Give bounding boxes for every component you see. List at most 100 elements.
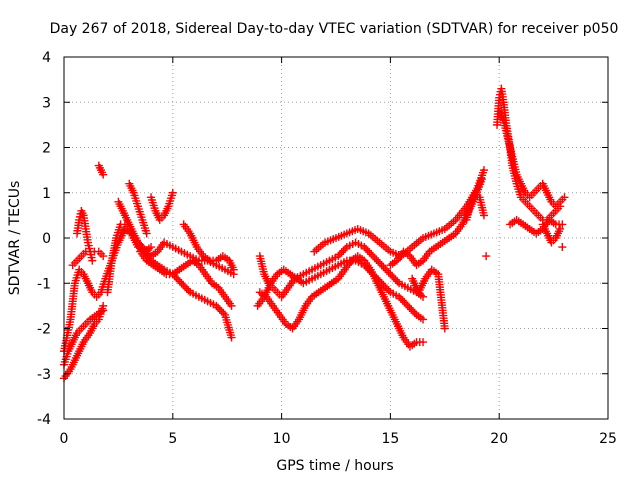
data-point	[403, 301, 412, 310]
data-point	[174, 275, 183, 284]
data-point	[382, 284, 391, 293]
data-point	[339, 246, 348, 255]
y-tick-label: -2	[37, 322, 51, 338]
data-point	[482, 252, 491, 261]
y-tick-label: -4	[37, 412, 51, 428]
data-point	[375, 259, 384, 268]
data-point	[334, 252, 343, 261]
data-point	[362, 244, 371, 253]
data-point	[372, 255, 381, 264]
data-point	[184, 286, 193, 295]
data-point	[381, 264, 390, 273]
data-point	[388, 272, 397, 281]
x-tick-label: 15	[381, 431, 399, 447]
data-point	[407, 305, 416, 314]
series-track-25	[558, 243, 567, 252]
data-point	[391, 275, 400, 284]
data-point	[227, 301, 236, 310]
data-point	[229, 265, 238, 274]
series-track-4	[68, 247, 108, 270]
data-point	[147, 243, 156, 252]
series-track-12	[179, 220, 238, 274]
y-tick-label: 2	[42, 141, 51, 157]
data-point	[405, 303, 414, 312]
data-points	[60, 84, 569, 383]
data-point	[558, 220, 567, 229]
series-track-22	[495, 107, 569, 211]
series-track-5	[73, 206, 97, 265]
data-point	[370, 253, 379, 262]
data-point	[88, 256, 97, 265]
data-point	[382, 266, 391, 275]
data-point	[386, 270, 395, 279]
series-track-2	[60, 301, 108, 383]
data-point	[479, 166, 488, 175]
series-track-17	[386, 175, 486, 270]
data-point	[395, 292, 404, 301]
data-point	[363, 246, 372, 255]
y-tick-label: -1	[37, 276, 51, 292]
data-point	[367, 250, 376, 259]
data-point	[175, 277, 184, 286]
data-point	[227, 333, 236, 342]
data-point	[398, 296, 407, 305]
x-tick-label: 0	[60, 431, 69, 447]
data-point	[215, 305, 224, 314]
data-point	[217, 307, 226, 316]
data-point	[379, 262, 388, 271]
data-point	[560, 193, 569, 202]
data-point	[419, 292, 428, 301]
data-point	[558, 243, 567, 252]
data-point	[419, 315, 428, 324]
y-tick-label: 4	[42, 50, 51, 66]
data-point	[180, 282, 189, 291]
data-point	[168, 188, 177, 197]
data-point	[214, 303, 223, 312]
data-point	[377, 261, 386, 270]
x-tick-label: 5	[168, 431, 177, 447]
data-point	[556, 224, 565, 233]
y-axis-label: SDTVAR / TECUs	[7, 181, 23, 296]
data-point	[172, 273, 181, 282]
data-point	[384, 268, 393, 277]
y-tick-label: 1	[42, 186, 51, 202]
data-point	[419, 338, 428, 347]
data-point	[440, 324, 449, 333]
series-track-20	[482, 252, 491, 261]
data-point	[182, 284, 191, 293]
data-point	[212, 301, 221, 310]
series-track-15	[255, 252, 428, 351]
data-point	[177, 279, 186, 288]
data-point	[179, 281, 188, 290]
data-point	[389, 273, 398, 282]
series-track-9	[125, 179, 151, 238]
data-point	[365, 248, 374, 257]
data-point	[360, 243, 369, 252]
data-point	[393, 277, 402, 286]
series-track-24	[538, 220, 565, 247]
chart-title: Day 267 of 2018, Sidereal Day-to-day VTE…	[50, 21, 619, 37]
data-point	[142, 229, 151, 238]
series-track-10	[147, 188, 177, 224]
x-tick-label: 10	[273, 431, 291, 447]
series-track-11	[136, 247, 236, 310]
data-point	[337, 248, 346, 257]
series-track-16	[310, 166, 488, 261]
data-point	[409, 307, 418, 316]
data-point	[400, 298, 409, 307]
series-track-18	[408, 265, 449, 333]
data-point	[99, 252, 108, 261]
data-point	[99, 301, 108, 310]
data-point	[396, 294, 405, 303]
data-point	[99, 170, 108, 179]
data-point	[341, 244, 350, 253]
data-point	[374, 257, 383, 266]
data-point	[477, 175, 486, 184]
data-point	[368, 252, 377, 261]
series-track-6	[94, 161, 108, 179]
data-point	[402, 300, 411, 309]
series-track-19	[462, 188, 488, 224]
x-tick-label: 25	[599, 431, 617, 447]
data-point	[381, 282, 390, 291]
